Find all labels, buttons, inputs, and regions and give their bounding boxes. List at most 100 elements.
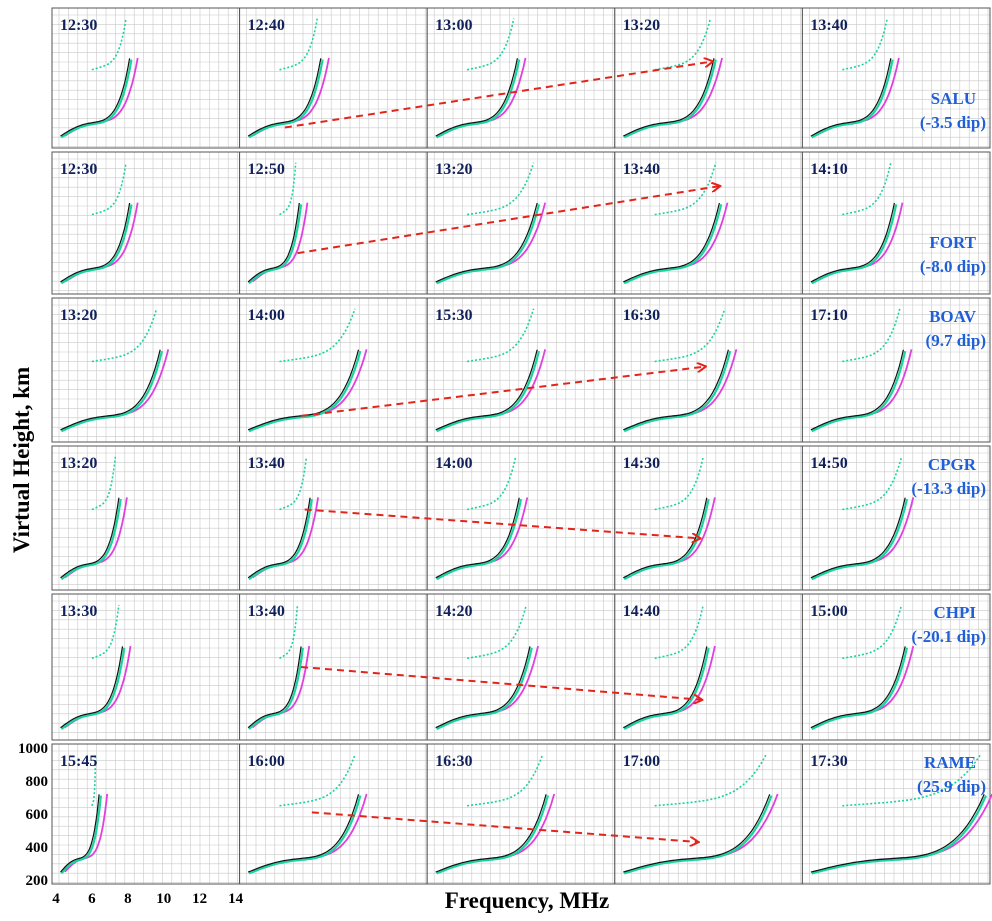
time-label: 12:30	[60, 17, 97, 34]
o-mode-trace	[623, 59, 717, 139]
panel-grid	[802, 8, 990, 148]
o-mode-trace	[811, 350, 907, 433]
second-hop-trace	[466, 456, 517, 511]
x-tick-label: 6	[88, 891, 96, 907]
panel-grid	[802, 298, 990, 442]
second-hop-trace	[91, 604, 120, 660]
o-mode-trace-dark	[435, 349, 538, 431]
station-name: RAME	[924, 753, 976, 772]
ionogram-panel	[801, 743, 992, 885]
time-label: 13:40	[248, 455, 285, 472]
ionogram-panel	[426, 445, 616, 591]
time-label: 14:40	[623, 603, 660, 620]
second-hop-trace	[91, 456, 117, 511]
trend-arrow	[304, 508, 700, 539]
o-mode-trace	[248, 795, 362, 875]
second-hop-trace	[466, 162, 535, 216]
time-label: 13:40	[810, 17, 847, 34]
second-hop-trace	[654, 18, 712, 71]
time-label: 16:30	[435, 753, 472, 770]
second-hop-trace	[654, 604, 704, 660]
time-label: 15:00	[810, 603, 847, 620]
panel-grid	[239, 594, 428, 740]
trend-arrow	[311, 811, 698, 842]
o-mode-trace-dark	[60, 349, 161, 431]
ionogram-panel	[239, 593, 428, 741]
panel-border	[801, 445, 991, 591]
axis-ticks: 4 6 8 10 12 14 1000 800 600 400 200	[18, 741, 244, 907]
time-label: 17:30	[810, 753, 847, 770]
o-mode-trace-dark	[623, 646, 708, 729]
time-label: 13:20	[435, 161, 472, 178]
panel-grid	[427, 744, 615, 884]
second-hop-trace	[466, 754, 544, 807]
time-label: 13:40	[623, 161, 660, 178]
time-label: 16:00	[248, 753, 285, 770]
ionogram-panel	[239, 297, 428, 443]
o-mode-trace	[248, 59, 324, 139]
second-hop-trace	[842, 162, 892, 216]
panel-grid	[239, 152, 428, 294]
ionogram-panel	[239, 445, 428, 591]
y-axis-label-box: Virtual Height, km	[2, 300, 42, 620]
o-mode-trace	[248, 204, 303, 285]
ionogram-panel	[614, 743, 803, 885]
panel-background	[802, 8, 990, 148]
second-hop-trace	[654, 456, 704, 511]
o-mode-trace-dark	[247, 794, 360, 873]
time-label: 13:20	[623, 17, 660, 34]
station-name: CPGR	[928, 455, 977, 474]
panel-grid	[52, 594, 240, 740]
second-hop-trace	[91, 162, 127, 216]
panel-grid	[802, 744, 990, 884]
o-mode-trace-dark	[435, 58, 518, 137]
station-dip: (25.9 dip)	[917, 777, 986, 796]
x-tick-label: 8	[124, 891, 132, 907]
o-mode-trace	[436, 204, 541, 285]
o-mode-trace	[436, 498, 523, 581]
station-dip: (-20.1 dip)	[911, 627, 986, 646]
panel-border	[801, 743, 991, 885]
station-dip: (9.7 dip)	[926, 331, 986, 350]
o-mode-trace	[623, 350, 732, 433]
o-mode-trace-dark	[247, 497, 311, 579]
ionogram-panel	[239, 151, 428, 295]
ionogram-panel	[51, 743, 241, 885]
ionogram-panel	[426, 593, 616, 741]
time-label: 15:30	[435, 307, 472, 324]
o-mode-trace-dark	[60, 646, 124, 729]
y-axis-label: Virtual Height, km	[9, 366, 34, 554]
o-mode-trace-dark	[810, 58, 892, 137]
o-mode-trace-dark	[435, 202, 538, 283]
second-hop-trace	[466, 308, 535, 363]
o-mode-trace	[623, 795, 773, 875]
o-mode-trace-dark	[60, 497, 120, 579]
o-mode-trace	[60, 647, 126, 730]
time-label: 13:20	[60, 307, 97, 324]
o-mode-trace	[436, 350, 541, 433]
trend-arrow	[300, 666, 701, 700]
x-tick-label: 14	[228, 891, 244, 907]
o-mode-trace-dark	[810, 794, 985, 873]
second-hop-trace	[279, 308, 356, 363]
station-name: CHPI	[934, 603, 977, 622]
o-mode-trace	[248, 350, 362, 433]
ionogram-panel	[51, 7, 241, 149]
time-label: 15:45	[60, 753, 97, 770]
panel-border	[801, 297, 991, 443]
ionogram-panel	[614, 593, 803, 741]
panel-labels: 12:30 12:40 13:00 13:20 13:40 SALU (-3.5 dip) 1…	[60, 17, 986, 796]
panel-grid	[802, 594, 990, 740]
o-mode-trace	[60, 204, 133, 285]
o-mode-trace	[811, 795, 987, 875]
second-hop-trace	[279, 456, 308, 511]
panel-grid	[239, 744, 428, 884]
time-label: 14:50	[810, 455, 847, 472]
o-mode-trace-dark	[247, 58, 322, 137]
trend-arrow	[300, 367, 705, 417]
time-label: 13:40	[248, 603, 285, 620]
time-label: 12:50	[248, 161, 285, 178]
o-mode-trace-dark	[623, 202, 720, 283]
time-label: 13:20	[60, 455, 97, 472]
